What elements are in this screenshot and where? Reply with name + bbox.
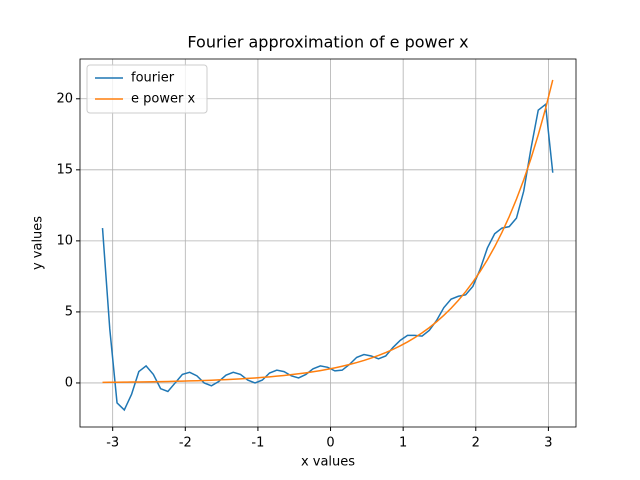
x-axis-label: x values	[301, 455, 355, 470]
x-tick-label: 0	[326, 436, 334, 451]
x-tick-label: -3	[106, 436, 119, 451]
x-tick-label: 3	[544, 436, 552, 451]
x-tick-label: 2	[472, 436, 480, 451]
y-axis-label: y values	[31, 216, 46, 270]
x-tick-label: 1	[399, 436, 407, 451]
series-line	[102, 79, 554, 384]
y-tick-label: 15	[56, 162, 73, 177]
y-tick-label: 20	[56, 91, 73, 106]
y-tick-label: 5	[65, 304, 73, 319]
x-tick-label: -1	[251, 436, 264, 451]
x-tick-label: -2	[179, 436, 192, 451]
legend-label: fourier	[131, 71, 175, 86]
y-tick-label: 0	[65, 375, 73, 390]
plot-frame	[79, 58, 577, 428]
legend-box	[86, 64, 208, 114]
legend-label: e power x	[131, 92, 195, 107]
chart-title: Fourier approximation of e power x	[187, 33, 468, 52]
y-tick-label: 10	[56, 233, 73, 248]
